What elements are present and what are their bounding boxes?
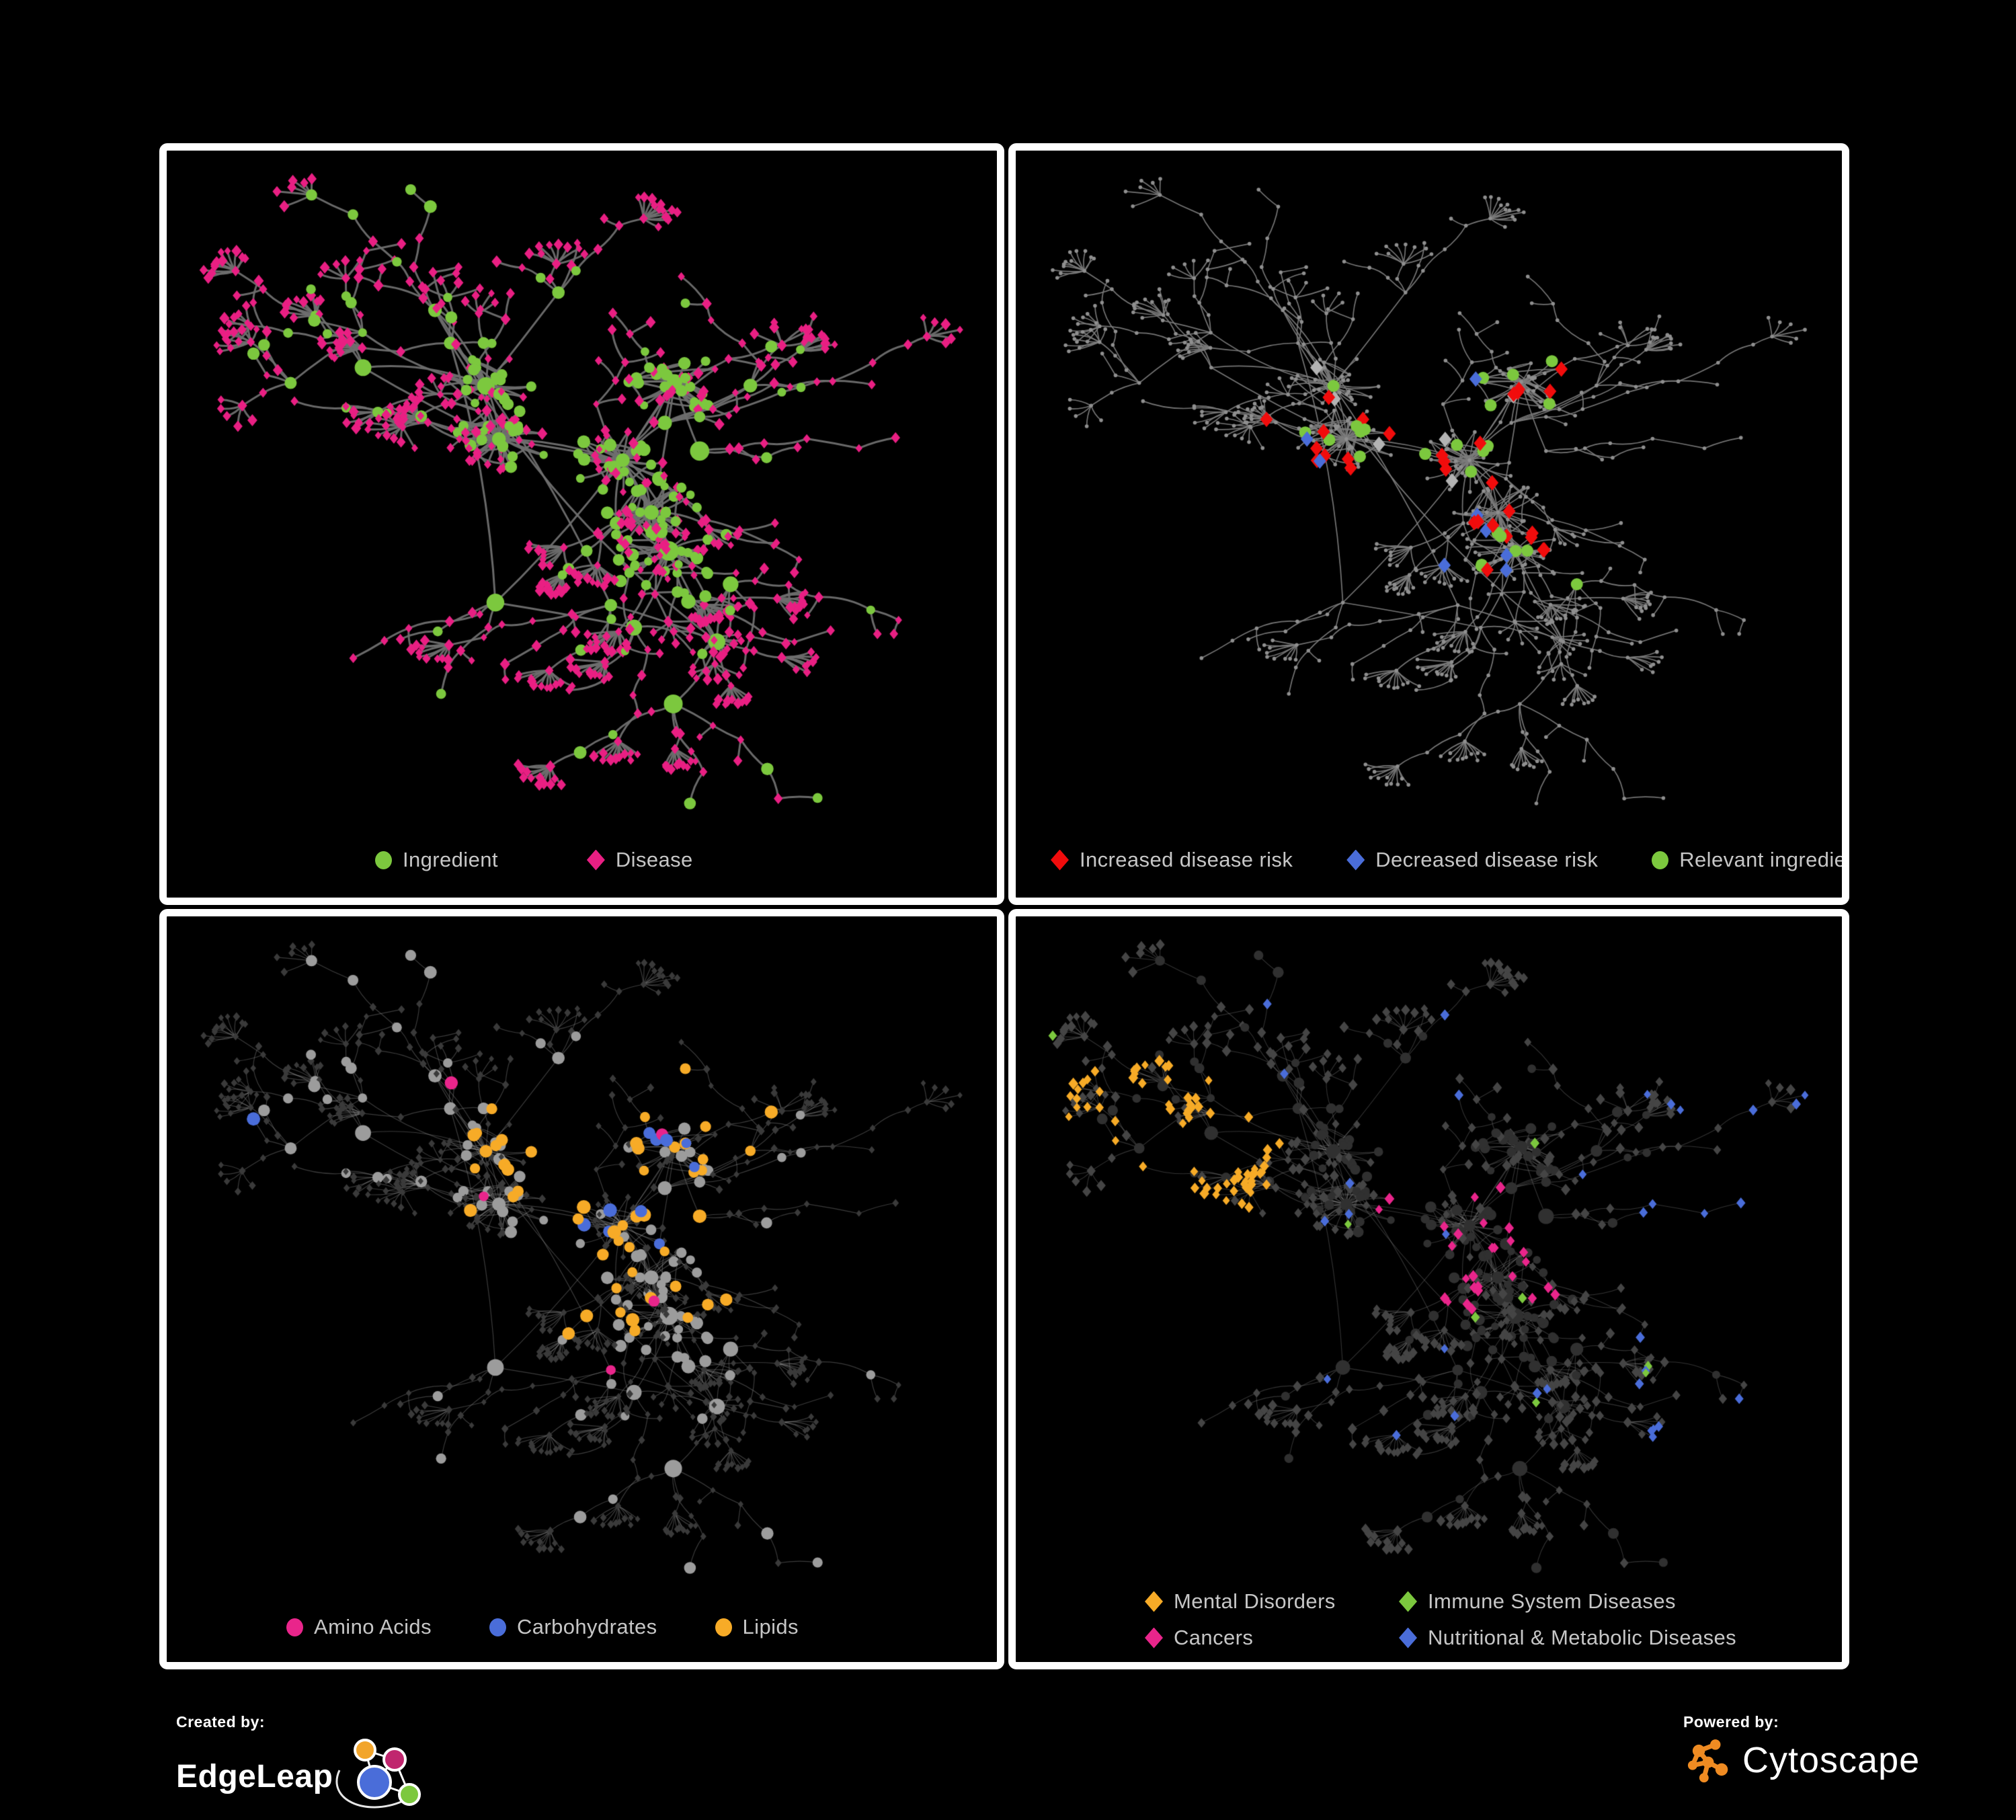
network-canvas-disease-risk <box>1016 151 1842 898</box>
panel-3-legend: Amino Acids Carbohydrates Lipids <box>286 1615 799 1639</box>
ingredient-marker <box>375 850 392 869</box>
panel-grid: Ingredient Disease Increased disease ris… <box>159 143 1857 1677</box>
legend-label: Amino Acids <box>314 1615 432 1638</box>
disease-marker <box>586 849 605 871</box>
network-canvas-ingredient-disease <box>167 151 997 898</box>
immune-system-diseases-marker <box>1399 1591 1417 1612</box>
legend-label: Nutritional & Metabolic Diseases <box>1428 1626 1737 1649</box>
legend-item-nutritional-metabolic-diseases: Nutritional & Metabolic Diseases <box>1399 1626 1736 1650</box>
legend-label: Lipids <box>742 1615 799 1638</box>
legend-item-amino-acids: Amino Acids <box>286 1615 432 1639</box>
legend-label: Increased disease risk <box>1080 848 1293 871</box>
amino-acids-marker <box>286 1618 303 1636</box>
panel-1-legend: Ingredient Disease <box>375 848 693 872</box>
legend-label: Carbohydrates <box>516 1615 657 1638</box>
panel-ingredient-classes: Amino Acids Carbohydrates Lipids <box>159 909 1004 1669</box>
carbohydrates-marker <box>489 1618 506 1636</box>
panel-disease-risk: Increased disease risk Decreased disease… <box>1008 143 1849 905</box>
increased-risk-marker <box>1051 849 1069 871</box>
nutritional-metabolic-diseases-marker <box>1399 1627 1417 1649</box>
legend-label: Immune System Diseases <box>1428 1589 1676 1613</box>
cancers-marker <box>1145 1627 1163 1649</box>
legend-item-carbohydrates: Carbohydrates <box>489 1615 657 1639</box>
lipids-marker <box>715 1618 732 1636</box>
cytoscape-logo-icon <box>1687 1739 1728 1783</box>
edgeleap-wordmark: EdgeLeap <box>176 1758 333 1794</box>
legend-item-lipids: Lipids <box>715 1615 799 1639</box>
legend-item-relevant-ingredient: Relevant ingredient <box>1652 848 1849 872</box>
legend-item-disease: Disease <box>586 848 693 872</box>
network-canvas-ingredient-classes <box>167 916 997 1662</box>
network-canvas-disease-classes <box>1016 916 1842 1662</box>
legend-label: Relevant ingredient <box>1679 848 1849 871</box>
edgeleap-credit: Created by: EdgeLeap <box>176 1713 431 1817</box>
legend-label: Mental Disorders <box>1174 1589 1336 1613</box>
legend-label: Decreased disease risk <box>1375 848 1599 871</box>
powered-by-label: Powered by: <box>1683 1713 1779 1731</box>
cytoscape-credit: Powered by: Cytoscape <box>1683 1713 1920 1785</box>
panel-disease-classes: Mental Disorders Immune System Diseases … <box>1008 909 1849 1669</box>
relevant-ingredient-marker <box>1652 850 1669 869</box>
legend-item-increased-risk: Increased disease risk <box>1051 848 1293 872</box>
panel-4-legend: Mental Disorders Immune System Diseases … <box>1145 1589 1736 1650</box>
panel-2-legend: Increased disease risk Decreased disease… <box>1051 848 1849 872</box>
legend-label: Disease <box>615 848 693 871</box>
cytoscape-wordmark: Cytoscape <box>1742 1740 1921 1780</box>
panel-ingredient-disease: Ingredient Disease <box>159 143 1004 905</box>
legend-item-decreased-risk: Decreased disease risk <box>1346 848 1598 872</box>
created-by-label: Created by: <box>176 1713 266 1731</box>
legend-label: Ingredient <box>403 848 498 871</box>
legend-item-ingredient: Ingredient <box>375 848 498 872</box>
edgeleap-logo-icon <box>335 1739 421 1809</box>
mental-disorders-marker <box>1145 1591 1163 1612</box>
legend-item-cancers: Cancers <box>1145 1626 1399 1650</box>
decreased-risk-marker <box>1346 849 1365 871</box>
legend-label: Cancers <box>1174 1626 1254 1649</box>
legend-item-mental-disorders: Mental Disorders <box>1145 1589 1399 1614</box>
legend-item-immune-system-diseases: Immune System Diseases <box>1399 1589 1736 1614</box>
